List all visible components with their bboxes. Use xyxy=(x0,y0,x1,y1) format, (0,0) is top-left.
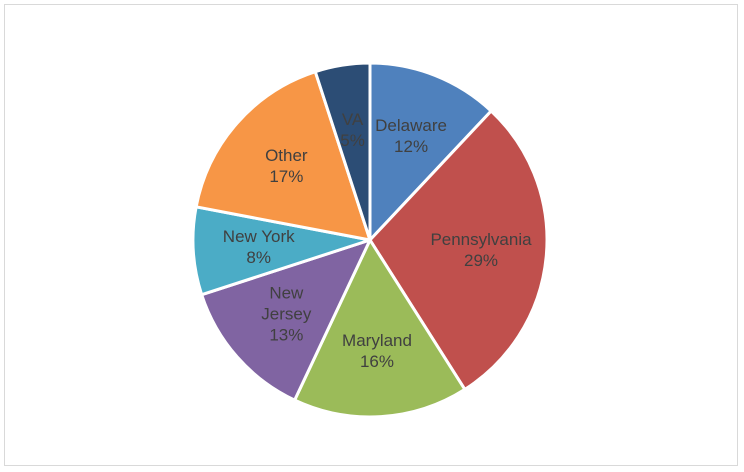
slice-label: Pennsylvania 29% xyxy=(430,229,531,271)
category-label: New York xyxy=(222,227,295,246)
slice-label: New Jersey 13% xyxy=(246,282,326,345)
pie-slice xyxy=(292,236,467,419)
category-label: Pennsylvania xyxy=(430,230,532,250)
pie-slice xyxy=(368,61,494,244)
slice-label: New York 8% xyxy=(223,226,295,268)
slice-label: Other 17% xyxy=(265,145,308,187)
value-label: 29% xyxy=(463,251,499,271)
pie-slice xyxy=(191,205,371,297)
value-label: 17% xyxy=(269,167,304,187)
pie-slice xyxy=(199,237,373,403)
pie-slice xyxy=(313,61,372,241)
category-label: Maryland xyxy=(342,331,412,351)
slice-label: Maryland 16% xyxy=(342,330,412,372)
value-label: 12% xyxy=(394,137,429,157)
category-label: Other xyxy=(265,146,308,166)
value-label: 5% xyxy=(340,130,365,150)
value-label: 8% xyxy=(246,248,271,267)
category-label: New Jersey xyxy=(261,283,312,324)
category-label: VA xyxy=(341,109,364,129)
value-label: 16% xyxy=(359,352,395,372)
pie-slice xyxy=(368,108,549,392)
value-label: 13% xyxy=(269,325,304,345)
slice-label: Delaware 12% xyxy=(375,115,447,157)
slice-label: VA 5% xyxy=(340,109,365,151)
pie-slice xyxy=(194,69,373,242)
chart-frame xyxy=(4,4,738,466)
category-label: Delaware xyxy=(375,116,447,136)
